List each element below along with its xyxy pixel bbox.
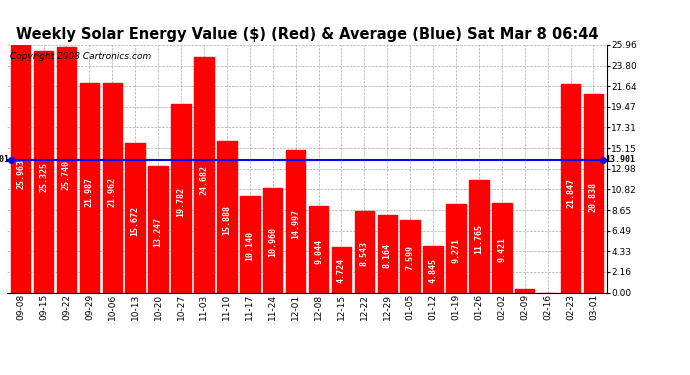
Text: 9.044: 9.044 xyxy=(314,238,323,264)
Bar xyxy=(355,211,374,292)
Text: 20.838: 20.838 xyxy=(589,182,598,212)
Text: 21.962: 21.962 xyxy=(108,177,117,207)
Bar xyxy=(469,180,489,292)
Bar xyxy=(584,94,603,292)
Text: 25.963: 25.963 xyxy=(16,159,25,189)
Bar xyxy=(400,220,420,292)
Bar xyxy=(377,214,397,292)
Text: 21.847: 21.847 xyxy=(566,177,575,207)
Text: 4.845: 4.845 xyxy=(428,258,437,283)
Bar xyxy=(217,141,237,292)
Bar xyxy=(57,47,76,292)
Text: 19.782: 19.782 xyxy=(177,187,186,217)
Bar xyxy=(308,206,328,292)
Text: 7.599: 7.599 xyxy=(406,245,415,270)
Bar xyxy=(126,143,145,292)
Bar xyxy=(148,166,168,292)
Bar xyxy=(492,202,511,292)
Text: 14.997: 14.997 xyxy=(291,209,300,239)
Text: 13.901: 13.901 xyxy=(605,156,635,165)
Text: 21.987: 21.987 xyxy=(85,177,94,207)
Bar xyxy=(332,248,351,292)
Text: Copyright 2008 Cartronics.com: Copyright 2008 Cartronics.com xyxy=(10,53,151,62)
Bar xyxy=(263,188,282,292)
Text: 10.140: 10.140 xyxy=(245,231,255,261)
Bar xyxy=(240,196,259,292)
Text: 8.543: 8.543 xyxy=(359,241,369,266)
Text: 11.765: 11.765 xyxy=(475,224,484,254)
Bar xyxy=(79,83,99,292)
Bar xyxy=(515,290,535,292)
Text: 13.247: 13.247 xyxy=(154,217,163,247)
Bar xyxy=(34,51,53,292)
Text: 25.740: 25.740 xyxy=(62,160,71,190)
Text: 9.421: 9.421 xyxy=(497,237,506,262)
Text: 15.888: 15.888 xyxy=(222,205,231,235)
Text: 8.164: 8.164 xyxy=(383,243,392,268)
Bar xyxy=(103,83,122,292)
Bar xyxy=(561,84,580,292)
Text: 9.271: 9.271 xyxy=(451,238,460,262)
Bar xyxy=(171,104,190,292)
Title: Weekly Solar Energy Value ($) (Red) & Average (Blue) Sat Mar 8 06:44: Weekly Solar Energy Value ($) (Red) & Av… xyxy=(16,27,598,42)
Bar xyxy=(11,45,30,292)
Text: 4.724: 4.724 xyxy=(337,258,346,284)
Text: 13.901: 13.901 xyxy=(0,156,9,165)
Text: 15.672: 15.672 xyxy=(130,206,139,236)
Text: 10.960: 10.960 xyxy=(268,227,277,257)
Bar xyxy=(286,150,306,292)
Bar xyxy=(424,246,443,292)
Text: 25.325: 25.325 xyxy=(39,162,48,192)
Bar xyxy=(446,204,466,292)
Text: 24.682: 24.682 xyxy=(199,165,208,195)
Bar xyxy=(194,57,214,292)
